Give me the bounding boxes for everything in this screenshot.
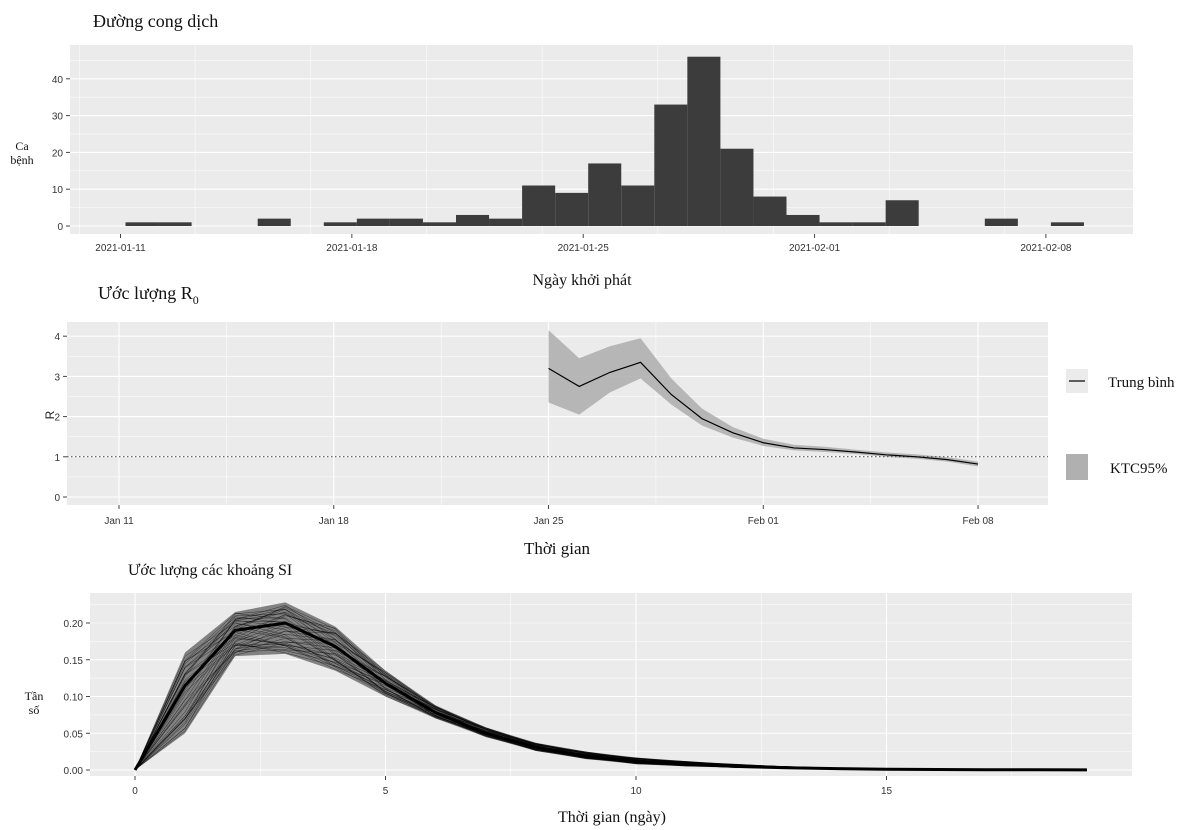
panel3-y-ticks: 0.00 0.05 0.10 0.15 0.20: [64, 619, 90, 777]
bar-2021-01-23: [522, 185, 556, 226]
panel1-ylabel-line1: Ca: [15, 139, 29, 153]
panel2-ytick-label: 2: [54, 413, 60, 424]
panel2-x-ticks: Jan 11 Jan 18 Jan 25 Feb 01 Feb 08: [104, 505, 994, 527]
panel1-ytick-label: 20: [52, 148, 64, 159]
panel3-x-ticks: 0 5 10 15: [132, 776, 892, 797]
serial-interval-panel: Ước lượng các khoảng SI 0.00 0.05 0.10 0.15…: [25, 562, 1132, 826]
panel1-ytick-label: 10: [52, 185, 64, 196]
bar-2021-01-18: [356, 218, 390, 226]
bar-2021-01-26: [621, 185, 655, 226]
panel1-xtick-label: 2021-01-18: [326, 243, 378, 254]
panel2-xtick-label: Feb 08: [962, 516, 994, 527]
panel2-xtick-label: Jan 18: [319, 516, 349, 527]
panel2-xtick-label: Feb 01: [748, 516, 780, 527]
bar-2021-01-12: [158, 222, 192, 226]
panel2-ytick-label: 3: [54, 372, 60, 383]
panel3-xtick-label: 15: [881, 786, 893, 797]
bar-2021-01-15: [257, 218, 291, 226]
bar-2021-01-29: [720, 148, 754, 226]
panel1-xtick-label: 2021-02-08: [1020, 243, 1072, 254]
panel2-xtick-label: Jan 25: [534, 516, 564, 527]
panel2-ci-band: [548, 330, 979, 467]
panel2-ytick-label: 4: [54, 332, 60, 343]
bar-2021-01-22: [489, 218, 523, 226]
panel1-ytick-label: 0: [57, 222, 63, 233]
panel1-xlabel: Ngày khởi phát: [532, 272, 632, 289]
r0-estimate-panel: Ước lượng R0 0 1 2 3 4 Jan 11 Jan 18 Jan 25 Feb…: [43, 283, 1175, 558]
bar-2021-01-19: [389, 218, 423, 226]
panel3-ytick-label: 0.20: [64, 619, 84, 630]
si-envelope: [135, 602, 1087, 770]
bar-2021-01-11: [125, 222, 159, 226]
panel2-ytick-label: 0: [54, 493, 60, 504]
panel3-title: Ước lượng các khoảng SI: [128, 562, 292, 579]
panel2-xtick-label: Jan 11: [104, 516, 134, 527]
panel3-ylabel-line1: Tần: [25, 689, 44, 703]
panel3-ytick-label: 0.05: [64, 729, 84, 740]
panel1-ytick-label: 40: [52, 75, 64, 86]
bar-2021-02-08: [1050, 222, 1084, 226]
legend-ci-label: KTC95%: [1110, 461, 1168, 477]
panel1-bars: [125, 56, 1084, 226]
panel3-ylabel-line2: số: [29, 703, 40, 717]
panel1-xtick-label: 2021-02-01: [789, 243, 841, 254]
panel3-xlabel: Thời gian (ngày): [558, 809, 666, 826]
panel2-xlabel: Thời gian: [524, 539, 591, 558]
panel2-ytick-label: 1: [54, 453, 60, 464]
panel2-mean-line: [548, 361, 979, 465]
bar-2021-02-03: [885, 200, 919, 226]
panel3-xtick-label: 5: [383, 786, 389, 797]
bar-2021-01-17: [323, 222, 357, 226]
panel2-y-ticks: 0 1 2 3 4: [54, 332, 67, 504]
panel1-xtick-label: 2021-01-25: [558, 243, 610, 254]
panel3-si-curves: [133, 602, 1087, 772]
bar-2021-01-20: [422, 222, 456, 226]
bar-2021-02-01: [819, 222, 853, 226]
bar-2021-02-06: [984, 218, 1018, 226]
legend-ci-swatch: [1066, 454, 1088, 480]
panel1-y-ticks: 0 10 20 30 40: [52, 75, 70, 233]
si-center-curve: [133, 621, 1087, 772]
panel2-ylabel: R: [43, 410, 57, 419]
ci-band: [548, 330, 979, 467]
bar-2021-01-31: [786, 214, 820, 226]
panel1-xtick-label: 2021-01-11: [95, 243, 146, 254]
panel2-title: Ước lượng R0: [98, 283, 199, 307]
panel2-legend: Trung bình KTC95%: [1066, 369, 1175, 480]
mean-r-line: [548, 361, 979, 465]
panel1-ylabel-line2: bệnh: [10, 153, 33, 167]
panel3-ytick-label: 0.10: [64, 693, 84, 704]
panel3-xtick-label: 0: [132, 786, 138, 797]
panel1-title: Đường cong dịch: [93, 11, 218, 31]
panel3-ytick-label: 0.15: [64, 656, 84, 667]
bar-2021-01-28: [687, 56, 721, 226]
bar-2021-02-02: [852, 222, 886, 226]
bar-2021-01-25: [588, 163, 622, 226]
bar-2021-01-30: [753, 196, 787, 226]
bar-2021-01-24: [555, 192, 589, 226]
panel1-x-ticks: 2021-01-11 2021-01-18 2021-01-25 2021-02-01…: [95, 234, 1072, 254]
bar-2021-01-27: [654, 104, 688, 226]
panel3-ytick-label: 0.00: [64, 766, 84, 777]
panel1-ytick-label: 30: [52, 112, 64, 123]
legend-mean-label: Trung bình: [1108, 375, 1175, 391]
bar-2021-01-21: [456, 214, 490, 226]
panel3-xtick-label: 10: [630, 786, 642, 797]
